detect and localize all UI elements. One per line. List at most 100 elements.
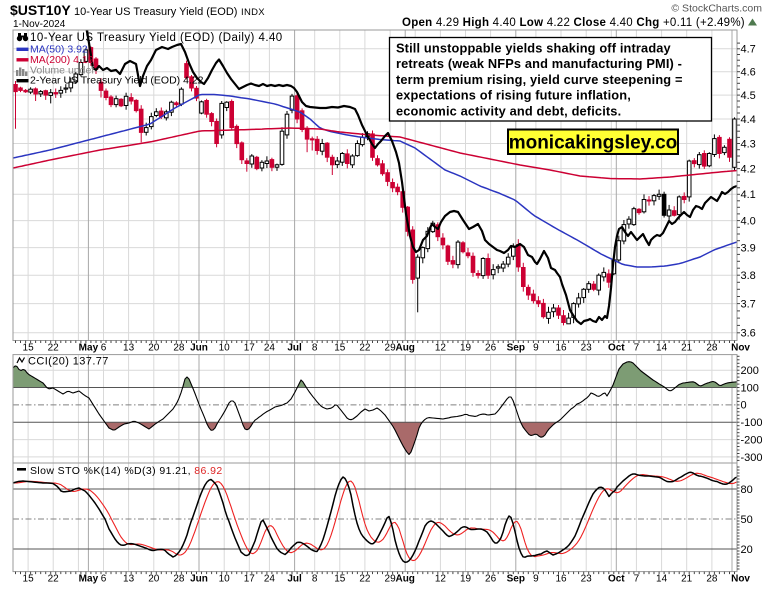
svg-text:29: 29 (385, 574, 397, 585)
svg-text:Sep: Sep (507, 343, 525, 354)
svg-text:22: 22 (48, 343, 60, 354)
svg-text:MA(50) 3.92: MA(50) 3.92 (30, 44, 88, 56)
svg-text:4.7: 4.7 (741, 44, 756, 56)
svg-text:8: 8 (312, 343, 318, 354)
svg-text:28: 28 (706, 574, 718, 585)
svg-text:12: 12 (435, 343, 447, 354)
svg-text:May: May (79, 343, 99, 354)
svg-text:22: 22 (359, 343, 371, 354)
svg-text:9: 9 (533, 574, 539, 585)
svg-text:Oct: Oct (608, 343, 625, 354)
svg-text:4.2: 4.2 (741, 163, 756, 175)
svg-text:Jun: Jun (190, 343, 208, 354)
svg-text:monicakingsley.co: monicakingsley.co (509, 133, 678, 154)
svg-text:15: 15 (334, 574, 346, 585)
svg-text:100: 100 (741, 382, 759, 394)
svg-text:4.4: 4.4 (741, 114, 756, 126)
svg-text:8: 8 (312, 574, 318, 585)
svg-text:80: 80 (741, 484, 753, 496)
svg-text:6: 6 (101, 343, 107, 354)
svg-text:4.6: 4.6 (741, 67, 756, 79)
svg-text:14: 14 (656, 574, 668, 585)
svg-text:50: 50 (741, 514, 753, 526)
svg-text:10: 10 (219, 343, 231, 354)
svg-text:24: 24 (264, 574, 276, 585)
svg-text:Jul: Jul (287, 343, 302, 354)
svg-text:INDX: INDX (241, 7, 265, 18)
svg-text:15: 15 (23, 574, 35, 585)
svg-text:4.0: 4.0 (741, 215, 756, 227)
svg-text:3.6: 3.6 (741, 328, 756, 340)
svg-text:13: 13 (123, 343, 135, 354)
svg-text:21: 21 (681, 574, 693, 585)
svg-text:21: 21 (681, 343, 693, 354)
svg-text:term premium rising, yield cur: term premium rising, yield curve steepen… (396, 72, 683, 87)
svg-text:15: 15 (23, 343, 35, 354)
svg-text:MA(200) 4.19: MA(200) 4.19 (30, 54, 94, 66)
svg-text:16: 16 (555, 574, 567, 585)
svg-text:CCI(20) 137.77: CCI(20) 137.77 (28, 356, 109, 368)
svg-text:28: 28 (706, 343, 718, 354)
svg-text:13: 13 (123, 574, 135, 585)
svg-text:22: 22 (359, 574, 371, 585)
svg-text:expectations of rising future: expectations of rising future inflation, (396, 88, 631, 103)
svg-text:7: 7 (634, 343, 640, 354)
svg-text:20: 20 (148, 343, 160, 354)
svg-text:1-Nov-2024: 1-Nov-2024 (13, 19, 66, 30)
svg-text:10-Year US Treasury Yield (EOD: 10-Year US Treasury Yield (EOD) (74, 6, 237, 18)
svg-text:Nov: Nov (731, 574, 750, 585)
svg-text:-100: -100 (741, 417, 763, 429)
svg-text:0: 0 (741, 400, 747, 412)
svg-text:retreats (weak NFPs and manufa: retreats (weak NFPs and manufacturing PM… (396, 56, 682, 71)
svg-text:20: 20 (148, 574, 160, 585)
svg-text:-200: -200 (741, 434, 763, 446)
svg-text:26: 26 (485, 574, 497, 585)
svg-text:14: 14 (656, 343, 668, 354)
svg-text:Jul: Jul (287, 574, 302, 585)
svg-text:Nov: Nov (731, 343, 750, 354)
svg-text:3.8: 3.8 (741, 270, 756, 282)
svg-text:Jun: Jun (190, 574, 208, 585)
svg-text:Aug: Aug (395, 343, 414, 354)
svg-text:6: 6 (101, 574, 107, 585)
svg-text:12: 12 (435, 574, 447, 585)
svg-text:9: 9 (533, 343, 539, 354)
svg-text:17: 17 (244, 343, 256, 354)
svg-text:15: 15 (334, 343, 346, 354)
svg-text:10: 10 (219, 574, 231, 585)
svg-text:23: 23 (581, 574, 593, 585)
svg-text:Open 4.29 High 4.40 Low 4.22: Open 4.29 High 4.40 Low 4.22 Close 4.40 … (402, 17, 745, 29)
svg-text:19: 19 (460, 574, 472, 585)
svg-text:17: 17 (244, 574, 256, 585)
svg-text:28: 28 (173, 574, 185, 585)
svg-text:4.1: 4.1 (741, 189, 756, 201)
svg-text:-300: -300 (741, 452, 763, 464)
svg-text:16: 16 (555, 343, 567, 354)
svg-text:7: 7 (634, 574, 640, 585)
svg-text:4.5: 4.5 (741, 90, 756, 102)
svg-text:23: 23 (581, 343, 593, 354)
svg-text:4.3: 4.3 (741, 138, 756, 150)
svg-text:economic activity and debt, de: economic activity and debt, deficits. (396, 103, 621, 118)
svg-text:28: 28 (173, 343, 185, 354)
svg-text:200: 200 (741, 365, 759, 377)
svg-text:26: 26 (485, 343, 497, 354)
svg-text:3.7: 3.7 (741, 298, 756, 310)
svg-text:24: 24 (264, 343, 276, 354)
svg-text:20: 20 (741, 544, 753, 556)
svg-text:19: 19 (460, 343, 472, 354)
svg-text:29: 29 (385, 343, 397, 354)
svg-text:$UST10Y: $UST10Y (10, 2, 71, 18)
svg-text:Sep: Sep (507, 574, 525, 585)
svg-text:3.9: 3.9 (741, 242, 756, 254)
svg-text:22: 22 (48, 574, 60, 585)
svg-text:10-Year US Treasury Yield (EOD: 10-Year US Treasury Yield (EOD) (Daily) … (30, 32, 283, 44)
svg-text:Volume undef: Volume undef (30, 65, 94, 77)
svg-text:Aug: Aug (395, 574, 414, 585)
svg-text:May: May (79, 574, 99, 585)
svg-text:Oct: Oct (608, 574, 625, 585)
svg-text:Slow STO %K(14) %D(3) 91.21, 8: Slow STO %K(14) %D(3) 91.21, 86.92 (30, 465, 223, 477)
svg-text:2-Year US Treasury Yield (EOD): 2-Year US Treasury Yield (EOD) 4.22 (30, 75, 204, 87)
svg-text:Still unstoppable yields shaki: Still unstoppable yields shaking off int… (396, 41, 672, 56)
svg-text:© StockCharts.com: © StockCharts.com (671, 3, 762, 15)
